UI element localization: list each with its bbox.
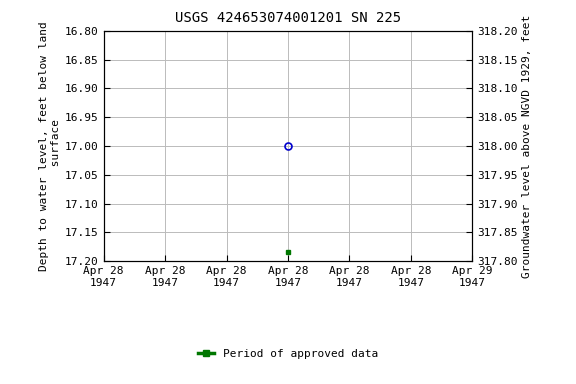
Title: USGS 424653074001201 SN 225: USGS 424653074001201 SN 225 <box>175 12 401 25</box>
Y-axis label: Depth to water level, feet below land
 surface: Depth to water level, feet below land su… <box>39 21 61 271</box>
Y-axis label: Groundwater level above NGVD 1929, feet: Groundwater level above NGVD 1929, feet <box>522 14 532 278</box>
Legend: Period of approved data: Period of approved data <box>193 345 383 364</box>
